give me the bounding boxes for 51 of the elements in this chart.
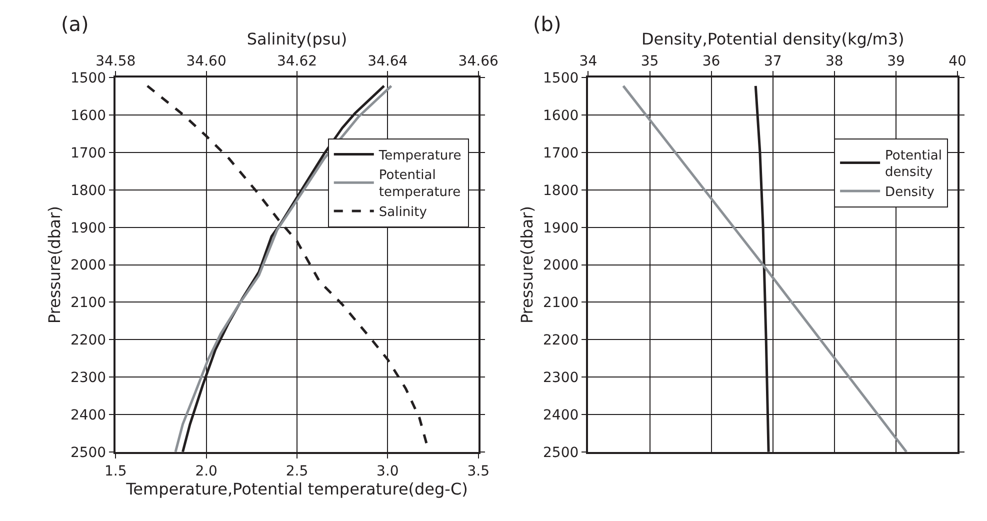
- x-tick-label: 38: [826, 53, 844, 70]
- x-tick-label: 39: [887, 53, 905, 70]
- y-tick-label: 2100: [543, 295, 579, 312]
- y-tick-label: 2100: [70, 295, 106, 312]
- x-tick-label: 3.5: [467, 463, 490, 480]
- y-tick-label: 1800: [543, 182, 579, 199]
- y-tick-label: 1600: [543, 108, 579, 124]
- x2-axis-title: Salinity(psu): [246, 30, 348, 49]
- x-axis-title: Temperature,Potential temperature(deg-C): [125, 479, 468, 498]
- x-axis-title: Density,Potential density(kg/m3): [641, 30, 904, 49]
- y-tick-label: 2200: [543, 332, 579, 349]
- legend-label: Temperature: [378, 148, 462, 164]
- x-tick-label: 1.5: [104, 463, 127, 480]
- y-tick-label: 2500: [543, 444, 579, 461]
- x-tick-label: 34: [579, 53, 598, 70]
- y-tick-label: 2000: [70, 258, 106, 274]
- y-tick-label: 2400: [70, 407, 106, 424]
- y-tick-label: 2300: [543, 370, 579, 386]
- y-tick-label: 1900: [70, 220, 106, 236]
- y-axis-title: Pressure(dbar): [44, 206, 64, 324]
- y-tick-label: 1500: [543, 70, 579, 87]
- legend-label: Potential density: [885, 148, 942, 180]
- y-tick-label: 1500: [70, 70, 106, 87]
- y-axis-title: Pressure(dbar): [517, 206, 536, 324]
- x-tick-label: 2.0: [195, 463, 218, 480]
- x2-tick-label: 34.64: [368, 53, 408, 70]
- x2-tick-label: 34.66: [458, 53, 498, 70]
- chart-title: (b): [533, 12, 562, 36]
- x-tick-label: 3.0: [376, 463, 399, 480]
- y-tick-label: 1900: [543, 220, 579, 236]
- y-tick-label: 2200: [70, 332, 106, 349]
- x-tick-label: 2.5: [286, 463, 308, 480]
- x-tick-label: 37: [764, 53, 782, 70]
- y-tick-label: 1700: [70, 145, 106, 162]
- y-tick-label: 1800: [70, 182, 106, 199]
- y-tick-label: 1700: [543, 145, 579, 162]
- x-tick-label: 36: [702, 53, 720, 70]
- x2-tick-label: 34.58: [96, 53, 136, 70]
- x-tick-label: 35: [640, 53, 659, 70]
- x2-tick-label: 34.62: [276, 53, 318, 70]
- y-tick-label: 2300: [70, 370, 106, 386]
- x2-tick-label: 34.60: [186, 53, 226, 70]
- y-tick-label: 2000: [543, 258, 579, 274]
- y-tick-label: 2500: [70, 444, 106, 461]
- legend-label: Density: [885, 185, 935, 200]
- legend-label: Salinity: [378, 205, 428, 220]
- chart-title: (a): [61, 12, 89, 36]
- y-tick-label: 2400: [543, 407, 579, 424]
- y-tick-label: 1600: [70, 108, 106, 124]
- legend-label: Potential temperature: [378, 168, 461, 200]
- x-tick-label: 40: [948, 53, 966, 70]
